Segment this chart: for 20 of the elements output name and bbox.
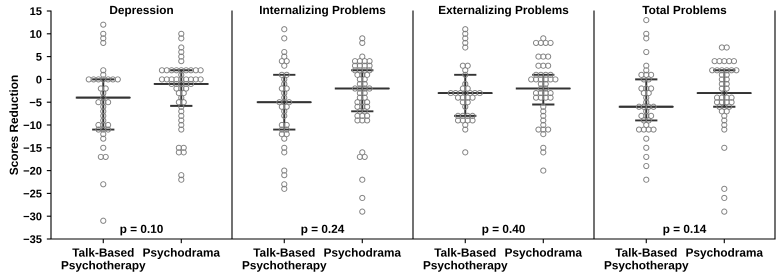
y-axis-title: Scores Reduction: [9, 76, 18, 175]
y-tick-label: −15: [24, 144, 42, 152]
annotation: p = 0.24: [301, 224, 344, 236]
y-tick-label: −35: [24, 235, 42, 244]
annotation: p = 0.40: [482, 224, 525, 236]
y-tick-label: 0: [36, 76, 42, 84]
chart-title: Internalizing Problems: [260, 5, 386, 17]
y-tick-label: −10: [24, 121, 42, 130]
annotation: p = 0.10: [120, 224, 163, 236]
chart-title: Externalizing Problems: [439, 5, 568, 17]
annotation: p = 0.14: [663, 224, 706, 236]
chart-title: Depression: [110, 6, 173, 16]
y-tick-label: −25: [24, 190, 42, 198]
y-tick-label: −30: [24, 212, 42, 220]
y-tick-label: −5: [30, 98, 42, 106]
y-tick-label: 15: [30, 7, 42, 16]
y-tick-label: 5: [36, 52, 42, 61]
y-tick-label: −20: [24, 166, 42, 175]
y-tick-label: 10: [30, 30, 42, 38]
chart-title: Total Problems: [642, 6, 726, 14]
